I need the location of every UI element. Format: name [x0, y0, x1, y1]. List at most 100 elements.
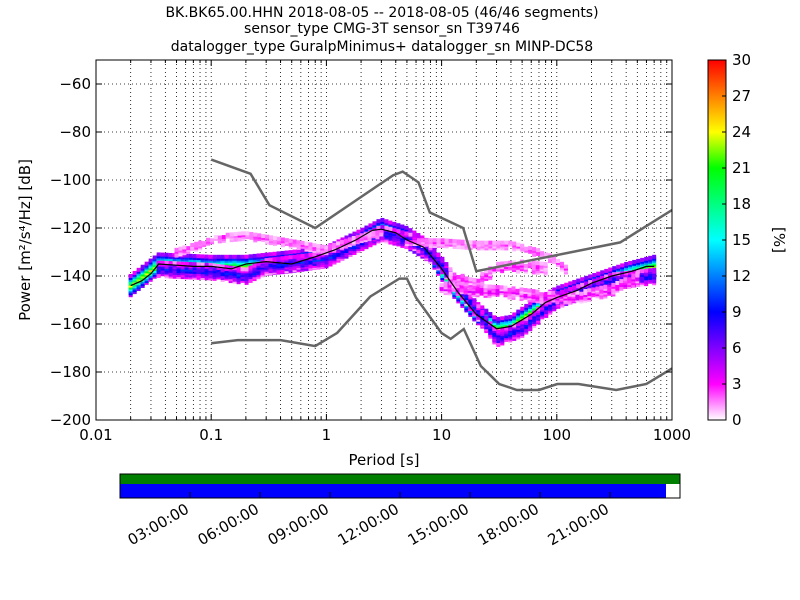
density-cell	[280, 237, 285, 242]
density-cell	[253, 232, 258, 237]
density-cell	[524, 317, 529, 322]
density-cell	[178, 246, 183, 251]
density-cell	[376, 219, 381, 224]
density-cell	[436, 253, 441, 258]
density-cell	[483, 284, 488, 289]
density-cell	[476, 302, 481, 307]
density-cell	[400, 224, 405, 229]
density-cell	[611, 282, 616, 287]
density-cell	[539, 261, 544, 266]
density-cell	[206, 237, 211, 242]
density-cell	[371, 230, 376, 235]
density-cell	[184, 253, 189, 258]
density-cell	[479, 283, 484, 288]
density-cell	[652, 254, 657, 259]
timeline-tick-label: 03:00:00	[125, 500, 192, 549]
density-cell	[188, 262, 193, 267]
timeline: 03:00:00 06:00:00 09:00:00 12:00:00 15:00:00…	[119, 473, 681, 549]
density-cell	[472, 298, 477, 303]
density-cell	[328, 244, 333, 249]
density-cell	[264, 252, 269, 257]
density-cell	[220, 254, 225, 259]
density-cell	[408, 228, 413, 233]
density-cell	[316, 251, 321, 256]
density-cell	[492, 326, 497, 331]
density-cell	[237, 231, 242, 236]
density-cell	[256, 253, 261, 258]
density-cell	[343, 244, 348, 249]
density-cell	[304, 241, 309, 246]
density-cell	[580, 282, 585, 287]
density-cell	[396, 223, 401, 228]
density-cell	[612, 272, 617, 277]
density-cell	[332, 242, 337, 247]
density-cell	[228, 265, 233, 270]
density-cell	[640, 257, 645, 262]
density-cell	[460, 281, 465, 286]
density-cell	[507, 295, 512, 300]
density-cell	[547, 290, 552, 295]
density-cell	[632, 270, 637, 275]
density-cell	[504, 261, 509, 266]
density-cell	[200, 262, 205, 267]
density-cell	[228, 254, 233, 259]
density-cell	[571, 290, 576, 295]
density-cell	[476, 304, 481, 309]
density-cell	[600, 270, 605, 275]
density-cell	[408, 232, 413, 237]
density-cell	[348, 233, 353, 238]
density-cell	[416, 238, 421, 243]
density-cell	[188, 253, 193, 258]
density-cell	[584, 281, 589, 286]
density-cell	[224, 265, 229, 270]
density-cell	[519, 287, 524, 292]
density-cell	[635, 271, 640, 276]
psd-coverage-bar	[120, 484, 666, 498]
series-lines	[130, 158, 672, 392]
density-cell	[619, 279, 624, 284]
density-cell	[480, 305, 485, 310]
density-cell	[440, 256, 445, 261]
density-cell	[476, 240, 481, 245]
density-cell	[504, 326, 509, 331]
density-cell	[202, 241, 207, 246]
density-cell	[296, 240, 301, 245]
density-cell	[560, 289, 565, 294]
density-cell	[543, 292, 548, 297]
density-cell	[272, 257, 277, 262]
density-cell	[496, 240, 501, 245]
density-cell	[368, 223, 373, 228]
density-cell	[276, 236, 281, 241]
series-line-mode	[130, 228, 655, 330]
density-cell	[182, 245, 187, 250]
density-cell	[636, 258, 641, 263]
density-cell	[600, 275, 605, 280]
density-cell	[575, 294, 580, 299]
density-cell	[208, 262, 213, 267]
density-cell	[648, 255, 653, 260]
density-cell	[587, 288, 592, 293]
density-cell	[384, 225, 389, 230]
chart-title: BK.BK65.00.HHN 2018-08-05 -- 2018-08-05 …	[165, 5, 598, 55]
density-cell	[320, 244, 325, 249]
density-cell	[528, 301, 533, 306]
density-cell	[168, 252, 173, 257]
density-cell	[340, 237, 345, 242]
density-cell	[460, 239, 465, 244]
x-axis-label: Period [s]	[348, 451, 419, 469]
density-cell	[152, 255, 157, 260]
density-cell	[524, 246, 529, 251]
density-cell	[620, 263, 625, 268]
density-cell	[300, 248, 305, 253]
density-cell	[508, 240, 513, 245]
density-cell	[488, 321, 493, 326]
density-cell	[640, 269, 645, 274]
density-cell	[568, 287, 573, 292]
density-cell	[376, 225, 381, 230]
density-cell	[496, 261, 501, 266]
density-cell	[316, 243, 321, 248]
density-cell	[236, 254, 241, 259]
density-cell	[196, 254, 201, 259]
density-cell	[428, 246, 433, 251]
density-cell	[273, 236, 278, 241]
